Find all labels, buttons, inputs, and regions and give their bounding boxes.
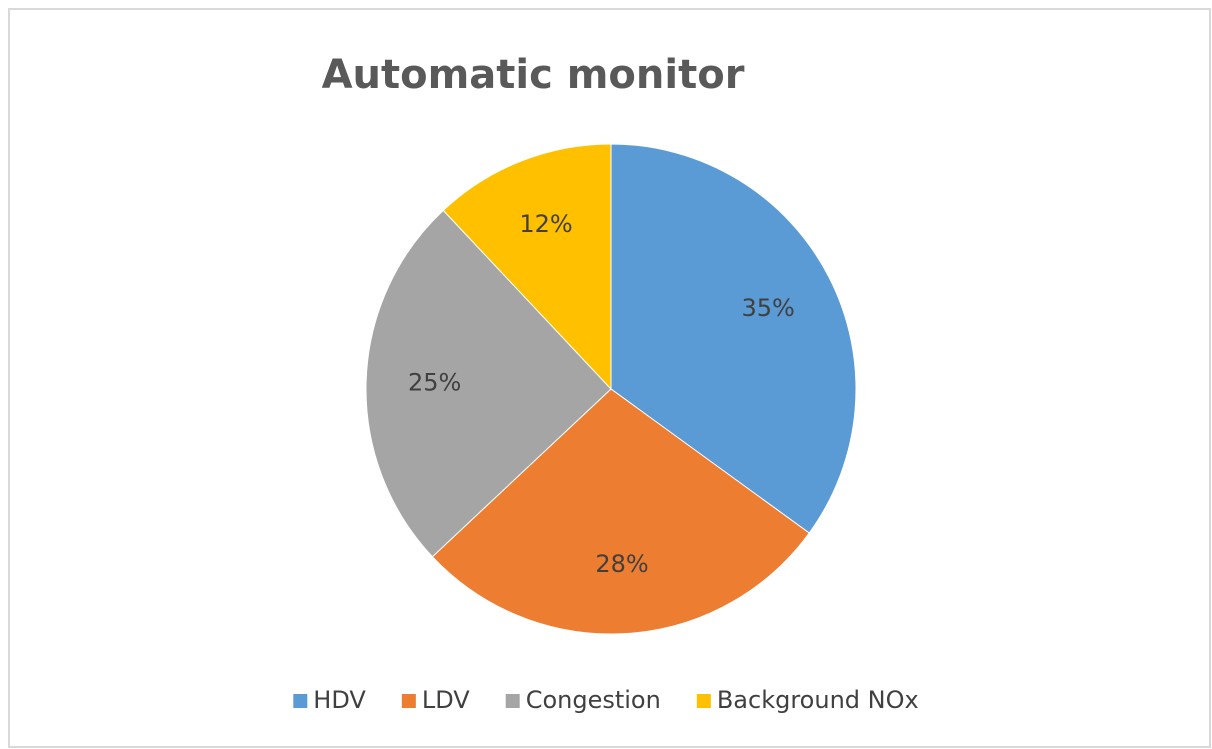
legend-swatch [401,694,416,708]
legend-label: Background NOx [717,686,919,714]
pie-slice [431,388,810,635]
legend-label: Congestion [526,686,661,714]
data-label: 28% [595,550,648,578]
legend-swatch [505,694,520,708]
pie-slice [442,143,612,391]
legend-swatch [293,694,308,708]
chart-title: Automatic monitor [322,52,745,98]
legend-label: HDV [313,686,366,714]
data-label: 35% [742,294,795,322]
data-label: 25% [408,368,461,396]
pie-slice [610,143,857,534]
legend-label: LDV [422,686,470,714]
legend-swatch [696,694,711,708]
data-label: 12% [519,210,572,238]
pie-slice [365,209,612,558]
